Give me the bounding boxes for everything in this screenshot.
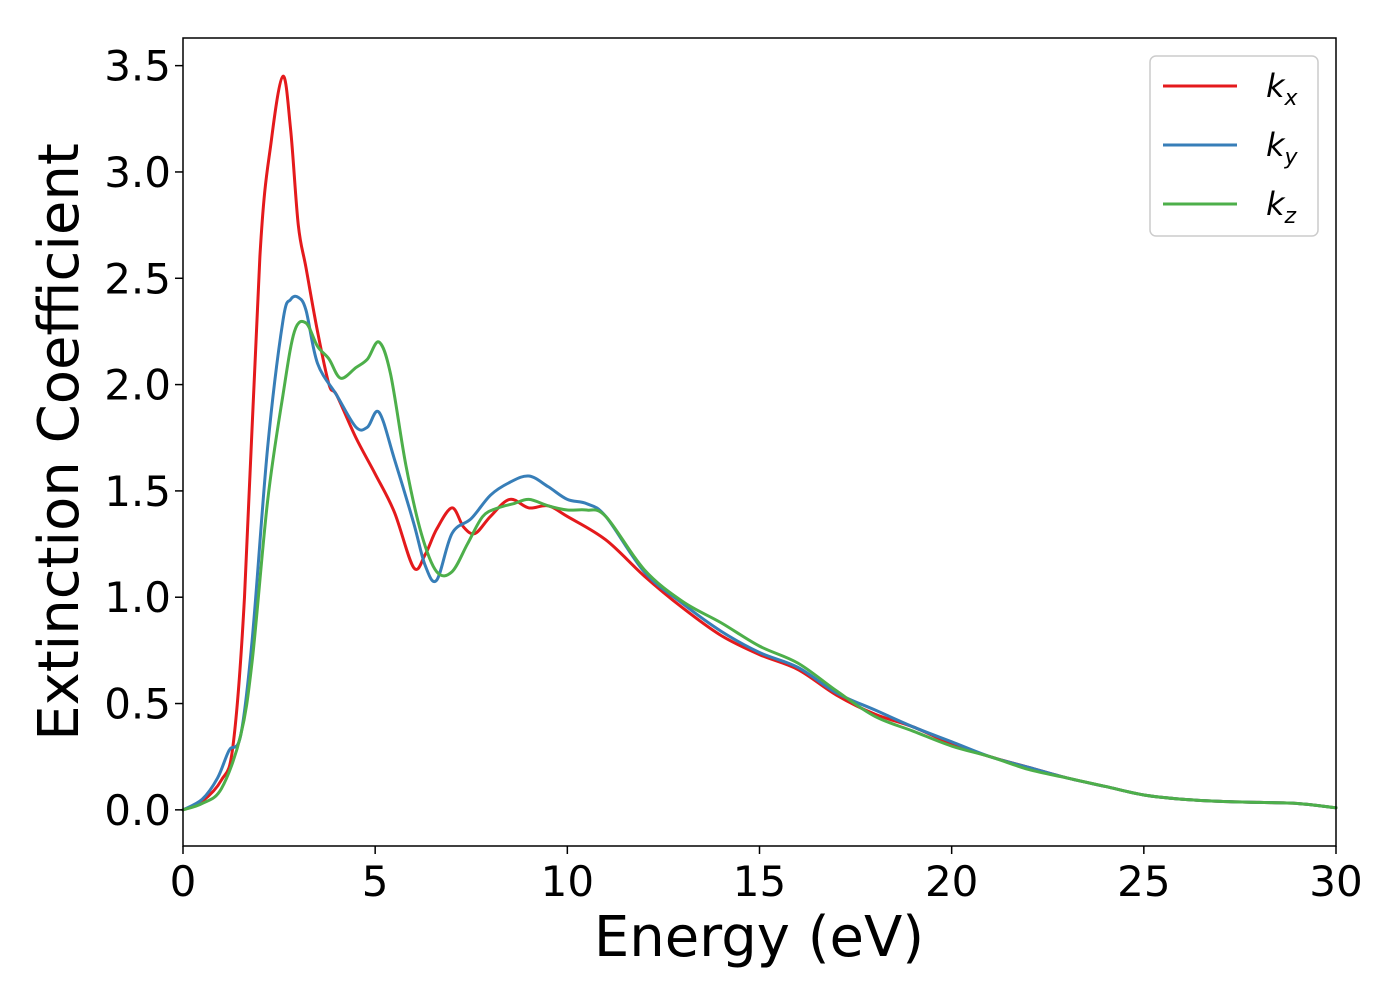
series-line-ky xyxy=(181,294,1338,812)
x-tick-label: 10 xyxy=(541,857,594,906)
legend-label-ky: ky xyxy=(1266,126,1299,170)
x-tick-label: 25 xyxy=(1117,857,1170,906)
x-axis-title: Energy (eV) xyxy=(594,905,924,970)
y-tick-label: 2.0 xyxy=(104,361,171,410)
series-layer xyxy=(181,74,1338,812)
y-axis-ticks: 0.0 0.5 1.0 1.5 2.0 2.5 3.0 3.5 xyxy=(104,42,183,835)
x-tick-label: 15 xyxy=(733,857,786,906)
y-tick-label: 1.0 xyxy=(104,573,171,622)
y-tick-label: 1.5 xyxy=(104,467,171,516)
y-tick-label: 0.5 xyxy=(104,680,171,729)
x-tick-label: 20 xyxy=(925,857,978,906)
y-tick-label: 3.0 xyxy=(104,148,171,197)
y-tick-label: 2.5 xyxy=(104,254,171,303)
x-axis-ticks: 0 5 10 15 20 25 30 xyxy=(170,846,1363,906)
series-line-kz xyxy=(181,319,1338,812)
y-tick-label: 0.0 xyxy=(104,786,171,835)
y-axis-title: Extinction Coefficient xyxy=(27,143,92,741)
x-tick-label: 30 xyxy=(1309,857,1362,906)
plot-area xyxy=(183,38,1336,846)
y-tick-label: 3.5 xyxy=(104,42,171,91)
x-tick-label: 0 xyxy=(170,857,197,906)
x-tick-label: 5 xyxy=(362,857,389,906)
